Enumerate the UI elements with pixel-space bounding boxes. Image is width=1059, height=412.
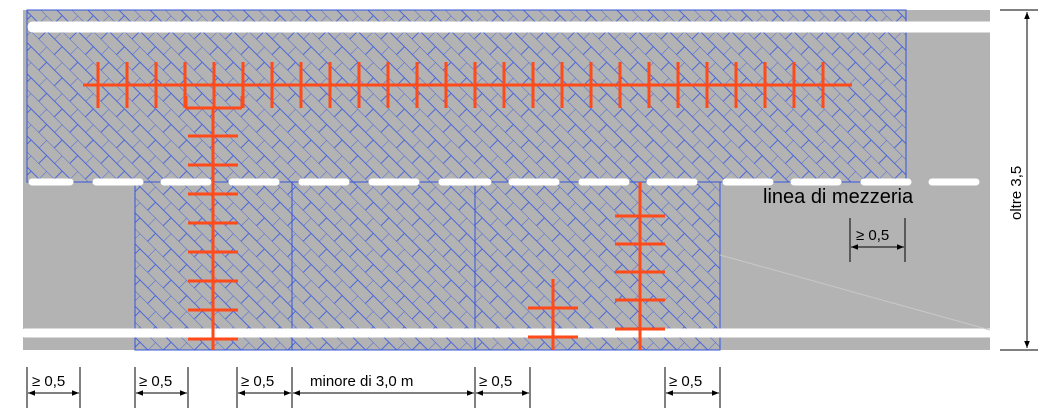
dim-label-2: ≥ 0,5: [139, 373, 172, 390]
dimension-centerline-label: ≥ 0,5: [856, 227, 889, 244]
dim-label-1: ≥ 0,5: [32, 373, 65, 390]
lane-guide-line: [719, 254, 991, 331]
work-area-upper: [26, 9, 907, 183]
centerline-label: linea di mezzeria: [763, 186, 914, 208]
trench-main-ticks: [96, 62, 825, 108]
dimension-width-label: oltre 3,5: [1008, 166, 1025, 220]
dim-label-4: minore di 3,0 m: [310, 373, 413, 390]
dim-label-3: ≥ 0,5: [241, 373, 274, 390]
excavation-trenches: [83, 62, 852, 350]
trench-branch-left-ticks: [188, 134, 238, 341]
bottom-dimensions: ≥ 0,5 ≥ 0,5 ≥ 0,5 minore di 3,0 m ≥ 0,5 …: [26, 367, 721, 408]
road-markings: [20, 21, 996, 338]
work-areas: [26, 9, 907, 351]
trench-short-ticks: [528, 306, 578, 339]
dimension-width: oltre 3,5: [1000, 9, 1038, 351]
dim-label-5: ≥ 0,5: [479, 373, 512, 390]
dimension-centerline: ≥ 0,5: [849, 218, 906, 262]
trench-right-ticks: [615, 214, 665, 331]
dim-label-6: ≥ 0,5: [669, 373, 702, 390]
work-area-lower-middle: [291, 181, 476, 351]
work-area-lower-right: [474, 181, 721, 351]
